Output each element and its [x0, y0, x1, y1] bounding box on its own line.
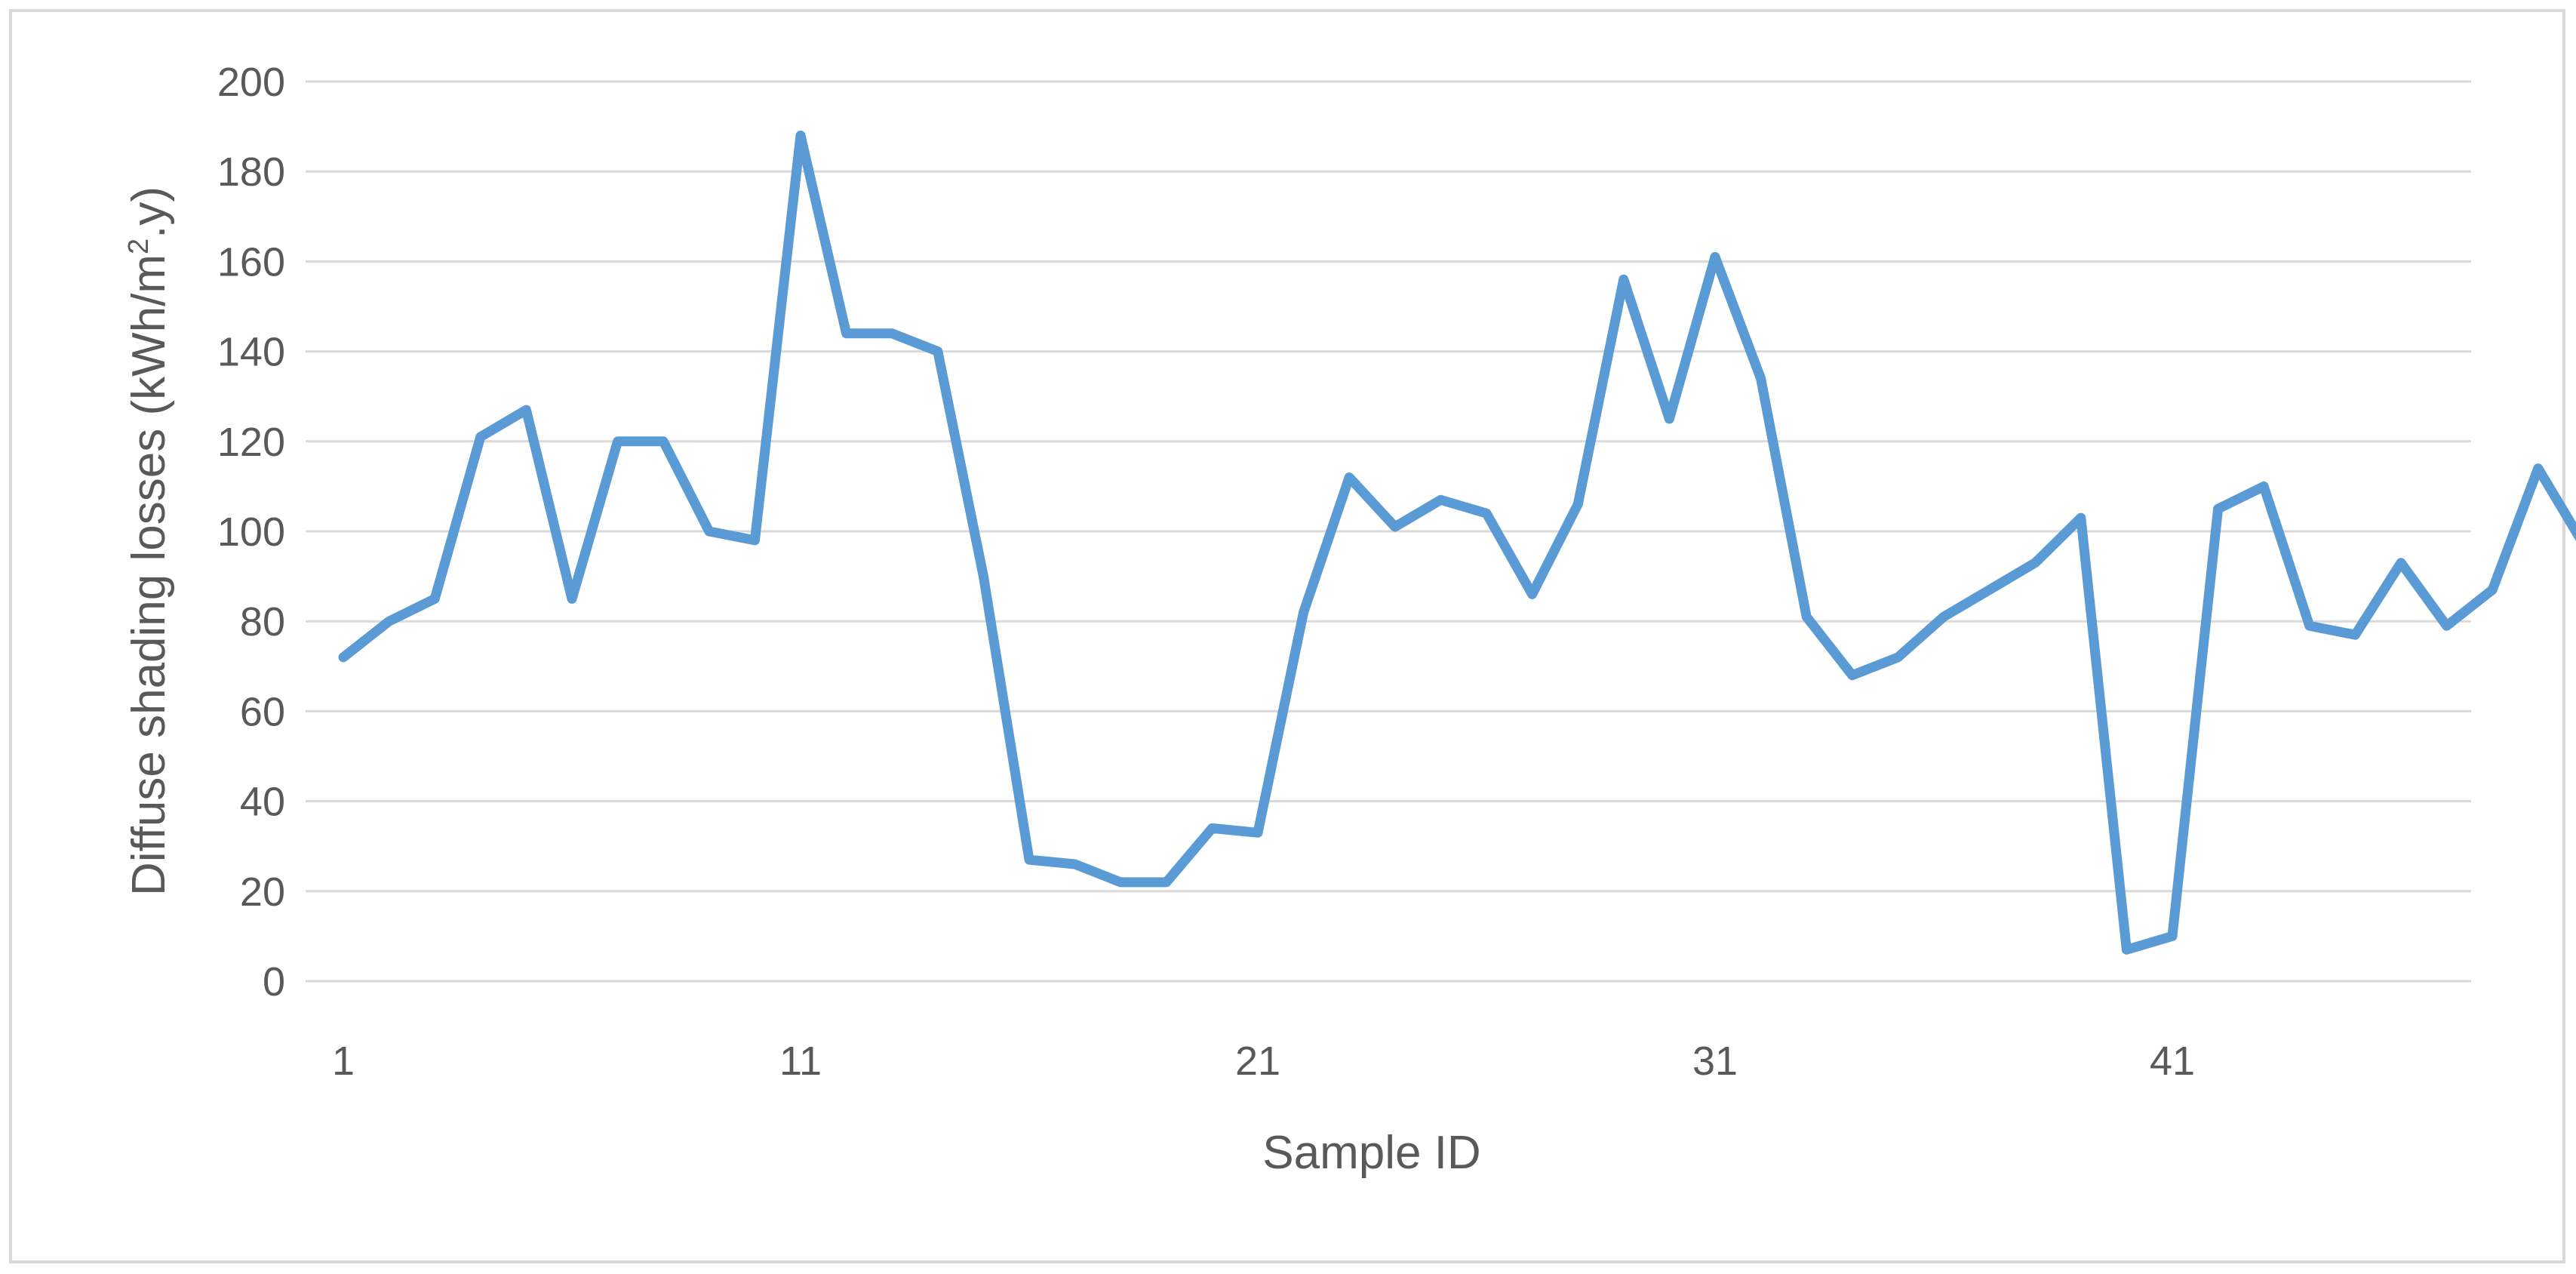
y-tick-label: 20: [240, 869, 285, 915]
y-tick-label: 80: [240, 599, 285, 645]
chart-frame: [9, 9, 2565, 1263]
y-tick-label: 0: [263, 959, 285, 1005]
y-tick-label: 100: [217, 509, 285, 555]
y-tick-label: 160: [217, 239, 285, 285]
y-tick-label: 40: [240, 780, 285, 825]
x-tick-label: 11: [779, 1039, 822, 1084]
x-axis-title: Sample ID: [1262, 1127, 1480, 1179]
y-tick-labels: 0 20 40 60 80 100 120 140 160 180 200: [217, 60, 285, 1005]
y-axis-title: Diffuse shading losses (kWh/m2.y): [123, 186, 175, 896]
y-axis-title-sup: 2: [123, 238, 155, 254]
x-tick-label: 41: [2150, 1039, 2195, 1084]
y-axis-title-main: Diffuse shading losses (kWh/m: [123, 254, 175, 896]
x-tick-label: 1: [332, 1039, 355, 1084]
gridlines: [306, 80, 2471, 983]
y-tick-label: 180: [217, 149, 285, 195]
series-group: [338, 131, 2576, 955]
y-tick-label: 140: [217, 330, 285, 375]
y-tick-label: 120: [217, 420, 285, 465]
y-axis-title-end: .y): [123, 186, 175, 238]
x-tick-label: 21: [1235, 1039, 1280, 1084]
x-tick-labels: 1112131415161718191: [332, 1039, 2195, 1084]
y-tick-label: 200: [217, 60, 285, 105]
x-tick-label: 31: [1692, 1039, 1738, 1084]
y-tick-label: 60: [240, 689, 285, 734]
series-line-1: [338, 131, 2576, 955]
